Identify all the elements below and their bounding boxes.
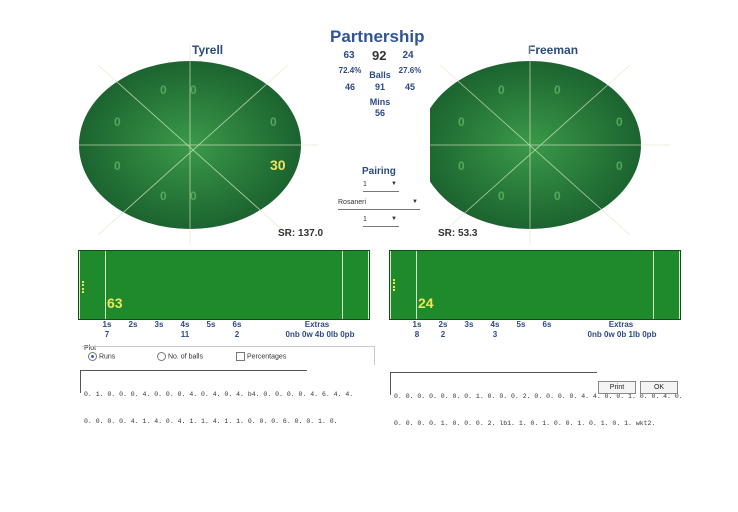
zone-value: 0 — [458, 115, 465, 129]
print-button[interactable]: Print — [598, 381, 636, 394]
bowler-value: Rosaneri — [338, 199, 367, 206]
stumps-icon — [393, 279, 397, 291]
ok-button[interactable]: OK — [640, 381, 678, 394]
right-strike-rate: SR: 53.3 — [438, 228, 478, 239]
plot-runs-option[interactable]: Runs — [88, 352, 115, 361]
scoring-header: 4s — [490, 320, 500, 329]
zone-value: 0 — [458, 159, 465, 173]
mins-value: 56 — [374, 108, 385, 118]
right-extras-value: 0nb 0w 0b 1lb 0pb — [587, 330, 657, 339]
mins-label: Mins — [369, 97, 391, 107]
zone-value: 0 — [114, 115, 121, 129]
left-extras-value: 0nb 0w 4b 0lb 0pb — [285, 330, 355, 339]
right-scoring-table: 1s 2s 3s 4s 5s 6s 8 2 3 — [405, 320, 575, 342]
radio-icon[interactable] — [157, 352, 166, 361]
scoring-header: 1s — [102, 320, 112, 329]
scoring-header: 2s — [128, 320, 138, 329]
left-strike-rate: SR: 137.0 — [278, 228, 324, 239]
left-run-bar: 63 — [78, 250, 370, 320]
chevron-down-icon: ▼ — [391, 216, 397, 222]
scoring-value: 7 — [104, 330, 110, 339]
zone-value: 0 — [498, 83, 505, 97]
scoring-header: 2s — [438, 320, 448, 329]
scoring-header: 4s — [180, 320, 190, 329]
zone-value: 0 — [160, 83, 167, 97]
zone-value: 0 — [190, 83, 197, 97]
zone-value: 0 — [616, 115, 623, 129]
bowler-number-dropdown[interactable]: 1 ▼ — [363, 216, 399, 227]
pairing-dropdown[interactable]: 1 ▼ — [363, 181, 399, 192]
scoring-value: 3 — [492, 330, 498, 339]
scoring-header: 5s — [206, 320, 216, 329]
right-score-big: 24 — [418, 295, 434, 311]
left-wagon-wheel: 0 0 0 0 0 0 0 30 — [78, 45, 318, 245]
left-ball-log: 0. 1. 0. 0. 0. 4. 0. 0. 0. 4. 0. 4. 0. 4… — [80, 370, 353, 425]
left-balls: 46 — [344, 82, 355, 92]
scoring-value: 8 — [414, 330, 420, 339]
right-runs: 24 — [402, 50, 414, 61]
right-wagon-wheel: 0 0 0 0 0 0 0 0 — [430, 45, 670, 245]
plot-label: Plot — [84, 345, 97, 352]
zone-value: 0 — [554, 189, 561, 203]
right-balls: 45 — [404, 82, 415, 92]
plot-group — [82, 346, 375, 365]
zone-value: 0 — [498, 189, 505, 203]
percentages-checkbox[interactable]: Percentages — [236, 352, 286, 361]
scoring-header: 5s — [516, 320, 526, 329]
total-runs: 92 — [372, 48, 387, 63]
zone-value: 0 — [554, 83, 561, 97]
total-balls: 91 — [374, 82, 385, 92]
left-percentage: 72.4% — [338, 66, 362, 75]
bowler-dropdown[interactable]: Rosaneri ▼ — [338, 199, 420, 210]
zone-value: 0 — [270, 115, 277, 129]
right-run-bar: 24 — [389, 250, 681, 320]
zone-value: 0 — [160, 189, 167, 203]
right-percentage: 27.6% — [398, 66, 422, 75]
right-player-name: Freeman — [528, 43, 579, 57]
zone-value: 0 — [190, 189, 197, 203]
stumps-icon — [82, 281, 86, 293]
left-runs: 63 — [343, 50, 355, 61]
left-player-name: Tyrell — [192, 43, 224, 57]
zone-value: 0 — [616, 159, 623, 173]
scoring-value: 2 — [440, 330, 446, 339]
scoring-value: 11 — [180, 330, 190, 339]
chevron-down-icon: ▼ — [412, 199, 418, 205]
scoring-header: 3s — [154, 320, 164, 329]
scoring-value: 2 — [234, 330, 240, 339]
balls-label: Balls — [369, 70, 391, 80]
scoring-header: 3s — [464, 320, 474, 329]
left-scoring-table: 1s 2s 3s 4s 5s 6s 7 11 2 — [95, 320, 265, 342]
pairing-value: 1 — [363, 181, 367, 188]
left-extras-label: Extras — [304, 320, 330, 329]
zone-value: 30 — [270, 157, 286, 173]
right-extras-label: Extras — [608, 320, 634, 329]
plot-balls-option[interactable]: No. of balls — [157, 352, 203, 361]
radio-selected-icon[interactable] — [88, 352, 97, 361]
page-title: Partnership — [330, 27, 425, 46]
right-ball-log: 0. 0. 0. 0. 0. 0. 0. 1. 0. 0. 0. 2. 0. 0… — [390, 372, 683, 427]
chevron-down-icon: ▼ — [391, 181, 397, 187]
checkbox-icon[interactable] — [236, 352, 245, 361]
pairing-label: Pairing — [362, 166, 396, 177]
scoring-header: 6s — [232, 320, 242, 329]
left-score-big: 63 — [107, 295, 123, 311]
bowler-number-value: 1 — [363, 216, 367, 223]
zone-value: 0 — [114, 159, 121, 173]
scoring-header: 1s — [412, 320, 422, 329]
scoring-header: 6s — [542, 320, 552, 329]
